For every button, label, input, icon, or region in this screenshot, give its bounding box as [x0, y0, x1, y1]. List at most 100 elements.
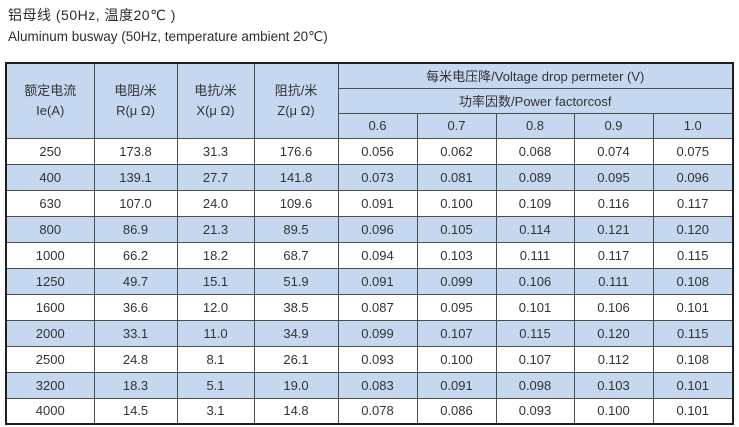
- table-cell: 630: [5, 189, 95, 217]
- table-cell: 0.096: [337, 215, 418, 243]
- table-cell: 3200: [5, 371, 95, 399]
- table-cell: 0.120: [652, 215, 734, 243]
- table-cell: 0.106: [573, 293, 654, 321]
- table-cell: 0.094: [337, 241, 418, 269]
- table-cell: 0.112: [573, 345, 654, 373]
- table-cell: 1250: [5, 267, 95, 295]
- table-cell: 14.8: [253, 397, 339, 425]
- table-cell: 68.7: [253, 241, 339, 269]
- table-cell: 0.107: [416, 319, 497, 347]
- header-resistance: 电阻/米 R(μ Ω): [93, 62, 178, 139]
- title-chinese: 铝母线 (50Hz, 温度20℃ ): [8, 7, 176, 23]
- table-cell: 14.5: [93, 397, 178, 425]
- header-reactance: 电抗/米 X(μ Ω): [176, 62, 255, 139]
- table-cell: 0.101: [652, 371, 734, 399]
- table-cell: 2500: [5, 345, 95, 373]
- table-cell: 0.120: [573, 319, 654, 347]
- table-cell: 0.117: [652, 189, 734, 217]
- table-cell: 400: [5, 163, 95, 191]
- header-power-factor: 功率因数/Power factorcosf: [337, 87, 734, 114]
- table-cell: 0.100: [416, 189, 497, 217]
- table-cell: 139.1: [93, 163, 178, 191]
- table-cell: 141.8: [253, 163, 339, 191]
- table-cell: 0.111: [573, 267, 654, 295]
- table-row: 250 173.8 31.3 176.6 0.056 0.062 0.068 0.074 0.0…: [5, 137, 734, 165]
- table-cell: 0.106: [495, 267, 575, 295]
- table-cell: 173.8: [93, 137, 178, 165]
- table-body: 250 173.8 31.3 176.6 0.056 0.062 0.068 0.074 0.0…: [5, 137, 734, 425]
- table-cell: 800: [5, 215, 95, 243]
- table-cell: 66.2: [93, 241, 178, 269]
- header-resistance-zh: 电阻/米: [114, 82, 157, 98]
- table-cell: 0.091: [337, 189, 418, 217]
- table-cell: 0.096: [652, 163, 734, 191]
- table-cell: 0.074: [573, 137, 654, 165]
- table-cell: 109.6: [253, 189, 339, 217]
- table-row: 2000 33.1 11.0 34.9 0.099 0.107 0.115 0.120 0.11…: [5, 319, 734, 347]
- table-cell: 86.9: [93, 215, 178, 243]
- table-cell: 0.086: [416, 397, 497, 425]
- table-cell: 1600: [5, 293, 95, 321]
- table-cell: 0.103: [573, 371, 654, 399]
- table-cell: 0.114: [495, 215, 575, 243]
- table-cell: 24.0: [176, 189, 255, 217]
- table-cell: 8.1: [176, 345, 255, 373]
- table-cell: 19.0: [253, 371, 339, 399]
- table-cell: 12.0: [176, 293, 255, 321]
- table-cell: 36.6: [93, 293, 178, 321]
- table-cell: 89.5: [253, 215, 339, 243]
- busway-spec-table: 额定电流 Ie(A) 电阻/米 R(μ Ω) 电抗/米 X(μ Ω) 阻抗/米 …: [5, 62, 735, 425]
- table-cell: 3.1: [176, 397, 255, 425]
- table-cell: 0.100: [416, 345, 497, 373]
- header-factor-1.0: 1.0: [652, 112, 734, 139]
- table-row: 3200 18.3 5.1 19.0 0.083 0.091 0.098 0.103 0.101: [5, 371, 734, 399]
- table-cell: 0.062: [416, 137, 497, 165]
- table-cell: 0.091: [337, 267, 418, 295]
- table-cell: 0.111: [495, 241, 575, 269]
- table-cell: 0.109: [495, 189, 575, 217]
- table-cell: 0.081: [416, 163, 497, 191]
- table-cell: 176.6: [253, 137, 339, 165]
- table-cell: 0.101: [652, 293, 734, 321]
- header-factor-0.6: 0.6: [337, 112, 418, 139]
- table-cell: 0.095: [416, 293, 497, 321]
- table-cell: 0.099: [337, 319, 418, 347]
- page-titles: 铝母线 (50Hz, 温度20℃ ) Aluminum busway (50Hz…: [8, 4, 328, 48]
- table-row: 1250 49.7 15.1 51.9 0.091 0.099 0.106 0.111 0.10…: [5, 267, 734, 295]
- header-impedance-sub: Z(μ Ω): [277, 102, 315, 118]
- header-factor-0.7: 0.7: [416, 112, 497, 139]
- table-row: 800 86.9 21.3 89.5 0.096 0.105 0.114 0.121 0.120: [5, 215, 734, 243]
- table-cell: 49.7: [93, 267, 178, 295]
- table-cell: 107.0: [93, 189, 178, 217]
- table-cell: 0.093: [495, 397, 575, 425]
- table-cell: 0.115: [495, 319, 575, 347]
- header-reactance-zh: 电抗/米: [194, 82, 237, 98]
- table-cell: 1000: [5, 241, 95, 269]
- table-cell: 2000: [5, 319, 95, 347]
- table-cell: 51.9: [253, 267, 339, 295]
- table-cell: 0.056: [337, 137, 418, 165]
- table-row: 1600 36.6 12.0 38.5 0.087 0.095 0.101 0.106 0.10…: [5, 293, 734, 321]
- table-cell: 5.1: [176, 371, 255, 399]
- table-cell: 0.105: [416, 215, 497, 243]
- table-cell: 0.089: [495, 163, 575, 191]
- table-cell: 0.078: [337, 397, 418, 425]
- table-row: 630 107.0 24.0 109.6 0.091 0.100 0.109 0.116 0.1…: [5, 189, 734, 217]
- table-cell: 27.7: [176, 163, 255, 191]
- table-cell: 0.083: [337, 371, 418, 399]
- table-cell: 0.091: [416, 371, 497, 399]
- header-rated-current-sub: Ie(A): [36, 102, 65, 118]
- header-factor-0.8: 0.8: [495, 112, 575, 139]
- table-cell: 24.8: [93, 345, 178, 373]
- table-cell: 31.3: [176, 137, 255, 165]
- table-cell: 26.1: [253, 345, 339, 373]
- table-cell: 38.5: [253, 293, 339, 321]
- table-row: 4000 14.5 3.1 14.8 0.078 0.086 0.093 0.100 0.101: [5, 397, 734, 425]
- table-cell: 0.075: [652, 137, 734, 165]
- table-cell: 4000: [5, 397, 95, 425]
- header-rated-current: 额定电流 Ie(A): [5, 62, 95, 139]
- header-reactance-sub: X(μ Ω): [196, 102, 235, 118]
- table-row: 400 139.1 27.7 141.8 0.073 0.081 0.089 0.095 0.0…: [5, 163, 734, 191]
- table-cell: 34.9: [253, 319, 339, 347]
- table-cell: 0.101: [495, 293, 575, 321]
